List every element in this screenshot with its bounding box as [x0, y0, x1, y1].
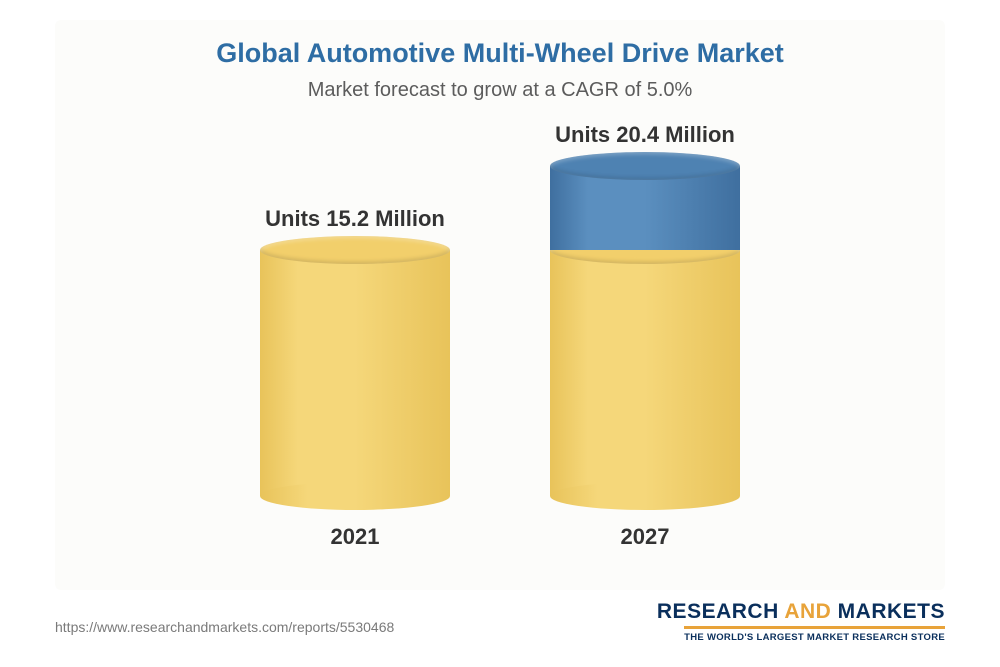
cylinder-bottom-ellipse — [260, 482, 450, 510]
cylinder-year-label: 2027 — [621, 524, 670, 550]
cylinder-body — [260, 250, 450, 496]
cylinder-top-ellipse — [260, 236, 450, 264]
cylinder-value-label: Units 20.4 Million — [555, 122, 735, 148]
source-url: https://www.researchandmarkets.com/repor… — [55, 619, 394, 635]
chart-subtitle: Market forecast to grow at a CAGR of 5.0… — [55, 69, 945, 102]
logo-word-research: RESEARCH — [657, 600, 779, 623]
logo-tagline: THE WORLD'S LARGEST MARKET RESEARCH STOR… — [684, 626, 945, 643]
logo-word-markets: MARKETS — [838, 600, 945, 623]
brand-logo: RESEARCH AND MARKETS THE WORLD'S LARGEST… — [657, 600, 945, 645]
cylinder-top-ellipse — [550, 152, 740, 180]
cylinder-segment — [260, 250, 450, 496]
cylinders-container: Units 15.2 Million2021Units 20.4 Million… — [55, 130, 945, 550]
cylinder-segment — [550, 166, 740, 250]
cylinder-2021: Units 15.2 Million 2021 — [260, 206, 450, 550]
cylinder-body — [550, 166, 740, 496]
cylinder-bottom-ellipse — [550, 482, 740, 510]
logo-word-and: AND — [784, 600, 831, 623]
cylinder-value-label: Units 15.2 Million — [265, 206, 445, 232]
logo-text: RESEARCH AND MARKETS — [657, 600, 945, 624]
cylinder-2027: Units 20.4 Million 2027 — [550, 122, 740, 550]
chart-title: Global Automotive Multi-Wheel Drive Mark… — [55, 20, 945, 69]
cylinder-year-label: 2021 — [331, 524, 380, 550]
cylinder-segment — [550, 250, 740, 496]
chart-panel: Global Automotive Multi-Wheel Drive Mark… — [55, 20, 945, 590]
